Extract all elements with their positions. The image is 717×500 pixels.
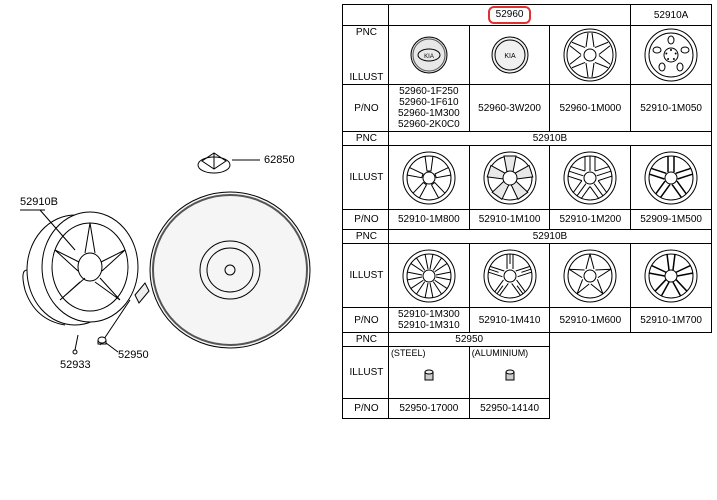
pno-2-2: 52910-1M100 (469, 210, 550, 230)
illust-hubcap-kia-oval: KIA (388, 26, 469, 85)
illust-wheel-2-2 (469, 146, 550, 210)
empty-area (550, 333, 712, 419)
label-52933: 52933 (60, 359, 91, 371)
pno-label: P/NO (343, 85, 389, 132)
center-ornament-icon (198, 153, 230, 173)
pno-1-3: 52960-1M000 (550, 85, 631, 132)
illust-label-2: ILLUST (343, 146, 389, 210)
pno-2-1: 52910-1M800 (388, 210, 469, 230)
pno-label-3: P/NO (343, 308, 389, 333)
label-62850: 62850 (264, 154, 295, 166)
illust-wheel-3-1 (388, 244, 469, 308)
alloy-wheel-icon (23, 212, 138, 325)
pno-3-3: 52910-1M600 (550, 308, 631, 333)
highlight-52960: 52960 (488, 6, 532, 24)
svg-text:KIA: KIA (424, 54, 434, 60)
label-52910b: 52910B (20, 196, 58, 208)
wheel-nut-icon (98, 337, 106, 344)
illust-nut-aluminium: (ALUMINIUM) (469, 347, 550, 399)
illust-label-4: ILLUST (343, 347, 389, 399)
pnc-label-4: PNC (343, 333, 389, 347)
illust-steel-wheel (631, 26, 712, 85)
label-pnc-illust: PNC ILLUST (343, 26, 389, 85)
pnc-52950: 52950 (388, 333, 550, 347)
illust-label: ILLUST (347, 72, 386, 83)
pnc-52910b: 52910B (388, 132, 711, 146)
steel-text: (STEEL) (391, 348, 467, 358)
pnc-label-3: PNC (343, 230, 389, 244)
illust-nut-steel: (STEEL) (388, 347, 469, 399)
illust-hubcap-kia-circle: KIA (469, 26, 550, 85)
parts-table: 52960 52910A PNC ILLUST KIA KIA P/NO 529… (342, 4, 712, 419)
exploded-diagram: 62850 52910B 52933 52950 (0, 0, 340, 500)
pno-3-1: 52910-1M30052910-1M310 (388, 308, 469, 333)
pno-4-1: 52950-17000 (388, 399, 469, 419)
pno-3-4: 52910-1M700 (631, 308, 712, 333)
label-52950: 52950 (118, 349, 149, 361)
wheel-weight-icon (135, 283, 149, 303)
blank-cell (343, 5, 389, 26)
illust-wheel-3-2 (469, 244, 550, 308)
pno-4-2: 52950-14140 (469, 399, 550, 419)
illust-wheel-2-1 (388, 146, 469, 210)
illust-label-3: ILLUST (343, 244, 389, 308)
illust-wheel-3-4 (631, 244, 712, 308)
spare-tire-icon (150, 192, 310, 348)
pno-1-1: 52960-1F250 52960-1F610 52960-1M300 5296… (388, 85, 469, 132)
svg-text:KIA: KIA (504, 53, 516, 60)
pno-label-2: P/NO (343, 210, 389, 230)
illust-wheel-2-3 (550, 146, 631, 210)
illust-wheel-2-4 (631, 146, 712, 210)
pno-3-2: 52910-1M410 (469, 308, 550, 333)
aluminium-text: (ALUMINIUM) (472, 348, 548, 358)
pnc-label: PNC (347, 27, 386, 38)
pno-1-2: 52960-3W200 (469, 85, 550, 132)
pno-label-4: P/NO (343, 399, 389, 419)
header-52960: 52960 (388, 5, 630, 26)
pno-2-3: 52910-1M200 (550, 210, 631, 230)
illust-wheel-3-3 (550, 244, 631, 308)
pno-1-4: 52910-1M050 (631, 85, 712, 132)
pnc-label-2: PNC (343, 132, 389, 146)
pnc-52910b-2: 52910B (388, 230, 711, 244)
illust-alloy-multi (550, 26, 631, 85)
header-52910a: 52910A (631, 5, 712, 26)
pno-2-4: 52909-1M500 (631, 210, 712, 230)
